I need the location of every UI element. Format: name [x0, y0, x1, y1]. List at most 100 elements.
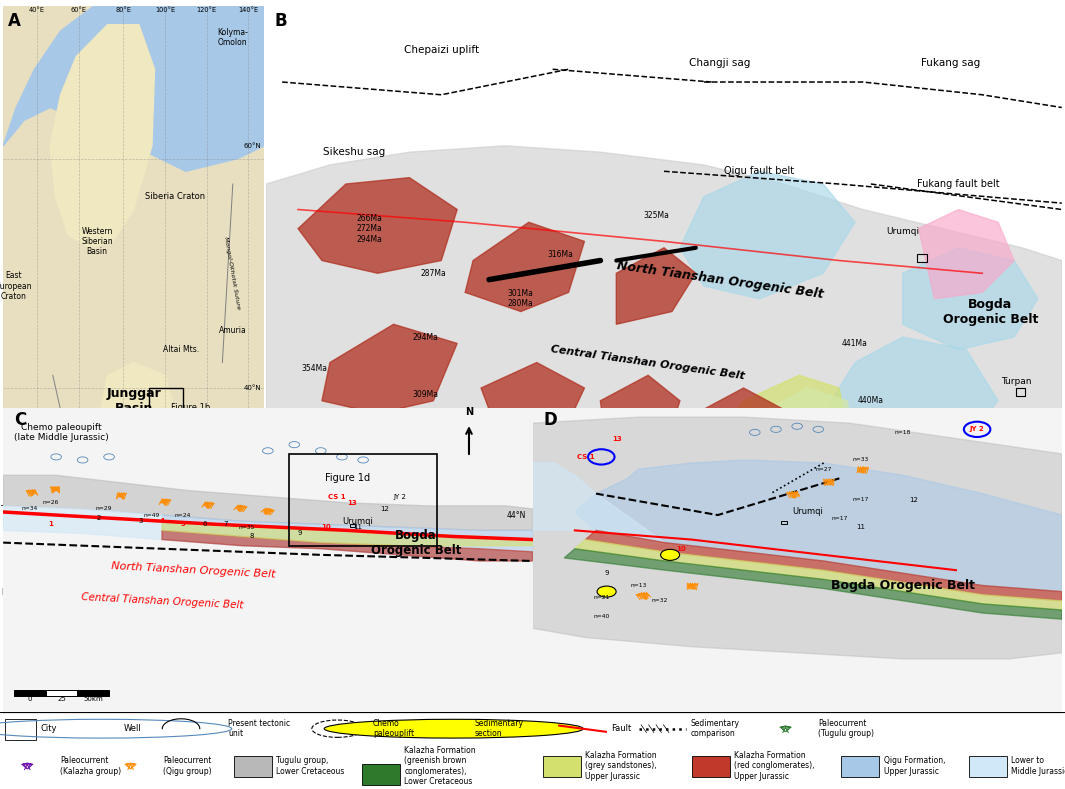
Polygon shape	[298, 439, 394, 515]
Text: 13: 13	[612, 436, 622, 442]
Text: WB: WB	[167, 625, 178, 630]
Bar	[919, 590, 966, 601]
Bar	[841, 756, 879, 776]
Text: 298Ma: 298Ma	[747, 409, 772, 418]
Text: C: C	[14, 411, 26, 429]
Text: 10: 10	[322, 525, 331, 530]
Polygon shape	[3, 475, 532, 530]
Text: Urumqi: Urumqi	[886, 227, 919, 237]
Text: 0: 0	[916, 603, 921, 612]
Text: 309Ma: 309Ma	[412, 390, 439, 399]
Text: 315Ma: 315Ma	[460, 415, 486, 424]
Text: Altai Mts.: Altai Mts.	[163, 346, 199, 354]
Text: Kalazha Formation
(red conglomerates),
Upper Jurassic: Kalazha Formation (red conglomerates), U…	[735, 751, 815, 780]
Text: East
European
Craton: East European Craton	[0, 271, 32, 301]
Text: Bogda
Orogenic Belt: Bogda Orogenic Belt	[371, 529, 461, 556]
Text: North China: North China	[186, 441, 232, 450]
Text: n=33: n=33	[853, 458, 869, 462]
Text: 40°N: 40°N	[244, 385, 262, 391]
Polygon shape	[298, 178, 457, 273]
Bar	[969, 756, 1006, 776]
Text: North Tianshan Orogenic Belt: North Tianshan Orogenic Belt	[616, 259, 824, 301]
Text: Triassic: Triassic	[776, 556, 804, 565]
Text: 325Ma: 325Ma	[643, 211, 669, 220]
Bar	[586, 552, 617, 570]
Text: 120°E: 120°E	[197, 7, 217, 13]
Polygon shape	[720, 376, 847, 465]
Polygon shape	[266, 146, 1062, 529]
Bar	[78, 690, 109, 696]
Circle shape	[324, 720, 584, 738]
Polygon shape	[887, 426, 982, 503]
Text: Fukang sag: Fukang sag	[921, 58, 980, 68]
Text: Well: Well	[124, 724, 141, 733]
Text: 301Ma
280Ma: 301Ma 280Ma	[508, 289, 534, 308]
Text: 354Ma: 354Ma	[301, 365, 327, 373]
Text: Qigu fault belt: Qigu fault belt	[724, 166, 794, 176]
Text: Central Tianshan Orogenic Belt: Central Tianshan Orogenic Belt	[81, 592, 243, 610]
Polygon shape	[322, 324, 457, 413]
Bar	[14, 690, 46, 696]
Text: Helmand: Helmand	[2, 588, 36, 596]
Bar	[543, 756, 580, 776]
Text: Bogda
Orogenic Belt: Bogda Orogenic Belt	[943, 297, 1038, 326]
Text: 200 km: 200 km	[1014, 603, 1043, 612]
Polygon shape	[100, 362, 176, 465]
Text: Urumqi: Urumqi	[342, 517, 373, 525]
Text: 0: 0	[28, 696, 32, 701]
Text: 10: 10	[676, 546, 686, 552]
Text: Mongol-Okhotsk Suture: Mongol-Okhotsk Suture	[223, 237, 241, 310]
Text: 12: 12	[910, 497, 918, 503]
Bar	[149, 388, 183, 439]
Polygon shape	[564, 548, 1062, 619]
Polygon shape	[465, 222, 585, 312]
Text: Junggar
Basin: Junggar Basin	[106, 387, 161, 415]
Polygon shape	[575, 460, 1062, 592]
Text: 316Ma: 316Ma	[547, 249, 574, 259]
Text: 1: 1	[48, 522, 53, 527]
Text: Ophiolite: Ophiolite	[932, 599, 967, 608]
Polygon shape	[695, 388, 791, 477]
Text: South Tianshan Orogenic Belt: South Tianshan Orogenic Belt	[447, 509, 657, 522]
Bar	[350, 524, 356, 527]
Text: Fault: Fault	[610, 724, 630, 733]
Text: 8: 8	[249, 533, 255, 540]
Text: A: A	[9, 12, 21, 30]
Polygon shape	[3, 506, 162, 540]
Text: Sikeshu sag: Sikeshu sag	[323, 148, 384, 157]
Bar	[966, 590, 1014, 601]
Text: 357Ma: 357Ma	[293, 422, 319, 431]
Text: Paleocurrent
(Qigu group): Paleocurrent (Qigu group)	[163, 756, 212, 776]
Text: Turan Platform: Turan Platform	[1, 505, 58, 514]
Text: 294Ma: 294Ma	[412, 332, 439, 342]
Text: Subduction-ralated
granitoid: Subduction-ralated granitoid	[776, 594, 850, 613]
Bar	[917, 254, 927, 262]
Text: Cenozoic: Cenozoic	[309, 556, 343, 565]
Polygon shape	[162, 522, 532, 546]
Text: N: N	[465, 407, 473, 417]
Polygon shape	[633, 452, 743, 529]
Text: 44°N: 44°N	[507, 510, 526, 520]
Text: Qilian-Qaidam: Qilian-Qaidam	[164, 530, 218, 539]
Text: 2: 2	[96, 515, 101, 521]
Text: Lower Paleozoic: Lower Paleozoic	[309, 599, 370, 608]
Text: Upper Paleozoic: Upper Paleozoic	[932, 556, 994, 565]
Circle shape	[597, 586, 617, 597]
Text: Present tectonic
unit: Present tectonic unit	[228, 719, 290, 739]
Text: Tugulu group,
Lower Cretaceous: Tugulu group, Lower Cretaceous	[277, 756, 345, 776]
Text: Paleocurrent
(Kalazha group): Paleocurrent (Kalazha group)	[60, 756, 121, 776]
Text: 7: 7	[224, 522, 228, 527]
Text: Pamir: Pamir	[60, 518, 82, 526]
Circle shape	[660, 549, 679, 560]
Bar	[430, 552, 460, 570]
Text: Figure 1d: Figure 1d	[325, 473, 370, 484]
Polygon shape	[532, 417, 1062, 659]
Bar	[742, 595, 772, 612]
Text: Qiangtang: Qiangtang	[132, 574, 173, 584]
Text: Chemo paleoupift
(late Middle Jurassic): Chemo paleoupift (late Middle Jurassic)	[14, 423, 109, 442]
Text: Tarim: Tarim	[108, 485, 129, 495]
Text: 60°E: 60°E	[71, 7, 87, 13]
Text: CS 1: CS 1	[328, 494, 345, 499]
Text: Chepaizi uplift: Chepaizi uplift	[404, 45, 479, 55]
Text: n=27: n=27	[816, 466, 832, 472]
